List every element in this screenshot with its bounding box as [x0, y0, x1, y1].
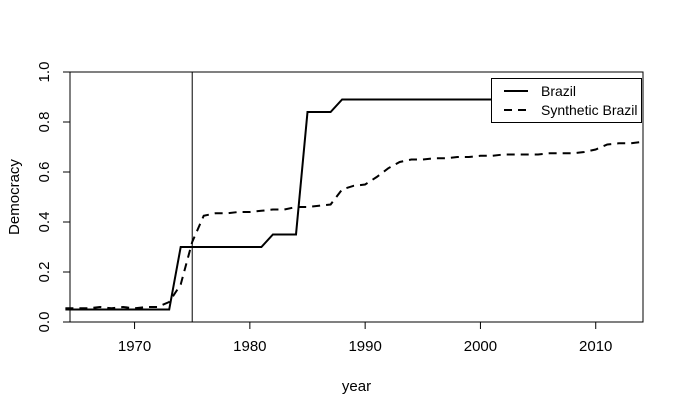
legend-item-brazil: Brazil [504, 83, 641, 100]
series-line-synthetic-brazil [65, 141, 642, 310]
x-tick-label: 2000 [464, 338, 497, 355]
x-tick-label: 2010 [579, 338, 612, 355]
series-line-brazil [65, 98, 642, 311]
y-tick-label: 0.4 [36, 212, 53, 233]
x-tick-label: 1990 [348, 338, 381, 355]
legend-item-synthetic-brazil: Synthetic Brazil [504, 102, 641, 119]
solid-line-sample-icon [504, 90, 528, 92]
x-axis-title: year [341, 378, 372, 395]
dashed-line-sample-icon [504, 109, 528, 111]
y-axis-title: Democracy [6, 159, 23, 235]
y-tick-label: 0.2 [36, 262, 53, 283]
legend-label-synthetic-brazil: Synthetic Brazil [541, 101, 638, 118]
y-tick-label: 0.0 [36, 312, 53, 333]
y-tick-label: 1.0 [36, 62, 53, 83]
y-tick-label: 0.8 [36, 112, 53, 133]
x-tick-label: 1970 [118, 338, 151, 355]
legend: Brazil Synthetic Brazil [491, 78, 642, 123]
y-tick-label: 0.6 [36, 162, 53, 183]
x-tick-label: 1980 [233, 338, 266, 355]
plot-box [69, 71, 644, 323]
legend-label-brazil: Brazil [541, 82, 577, 99]
